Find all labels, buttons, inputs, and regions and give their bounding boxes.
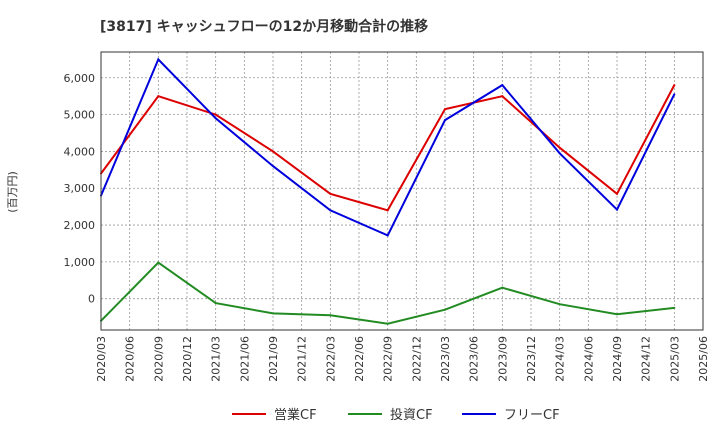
- x-tick-label: 2021/03: [210, 336, 223, 382]
- data-point: [157, 261, 160, 264]
- grid-lines: [100, 52, 704, 330]
- data-point: [444, 119, 446, 122]
- data-point: [558, 146, 561, 149]
- data-point: [386, 234, 389, 237]
- legend-label: 投資CF: [390, 407, 433, 423]
- x-tick-label: 2023/12: [525, 336, 538, 382]
- data-point: [444, 108, 446, 111]
- x-tick-label: 2022/09: [382, 336, 395, 382]
- y-tick-label: 3,000: [64, 182, 96, 195]
- x-tick-label: 2021/12: [296, 336, 309, 382]
- x-tick-label: 2024/12: [640, 336, 653, 382]
- data-point: [558, 152, 561, 155]
- data-point: [558, 303, 561, 306]
- data-point: [501, 286, 504, 289]
- x-tick-label: 2021/06: [238, 336, 251, 382]
- data-point: [673, 306, 676, 309]
- y-tick-label: 0: [88, 293, 95, 306]
- y-axis-ticks: 0 1,000 2,000 3,000 4,000 5,000 6,000: [64, 72, 96, 306]
- legend-label: 営業CF: [274, 407, 317, 423]
- data-point: [272, 312, 274, 315]
- data-point: [157, 58, 160, 61]
- data-point: [329, 209, 332, 212]
- data-point: [673, 84, 676, 87]
- y-axis-label: (百万円): [6, 171, 19, 213]
- data-point: [329, 192, 332, 195]
- x-tick-label: 2023/06: [468, 336, 481, 382]
- x-axis-ticks: 2020/03 2020/06 2020/09 2020/12 2021/03 2021/…: [95, 336, 710, 382]
- data-point: [272, 150, 274, 153]
- x-tick-label: 2020/09: [152, 336, 165, 382]
- data-point: [272, 165, 274, 168]
- data-point: [616, 208, 618, 211]
- legend-label: フリーCF: [504, 408, 560, 423]
- data-point: [444, 308, 446, 311]
- x-tick-label: 2025/06: [697, 336, 710, 382]
- plot-area: [101, 52, 703, 330]
- y-tick-label: 5,000: [64, 109, 96, 122]
- data-point: [616, 313, 618, 316]
- x-tick-label: 2020/03: [95, 336, 108, 382]
- y-tick-label: 4,000: [64, 145, 96, 158]
- x-tick-label: 2023/09: [496, 336, 509, 382]
- legend: 営業CF 投資CF フリーCF: [232, 407, 560, 423]
- x-tick-label: 2022/03: [324, 336, 337, 382]
- data-point: [501, 95, 504, 98]
- x-tick-label: 2025/03: [668, 336, 681, 382]
- data-point: [214, 302, 217, 305]
- data-point: [673, 93, 676, 96]
- data-point: [214, 117, 217, 120]
- series-lines: [100, 57, 676, 325]
- plot-frame: [100, 51, 704, 331]
- x-tick-label: 2022/12: [410, 336, 423, 382]
- x-tick-label: 2021/09: [267, 336, 280, 382]
- x-tick-label: 2024/09: [611, 336, 624, 382]
- x-tick-label: 2020/12: [181, 336, 194, 382]
- data-point: [329, 314, 332, 317]
- data-point: [214, 113, 217, 116]
- data-point: [386, 322, 389, 325]
- x-tick-label: 2024/06: [582, 336, 595, 382]
- y-tick-label: 2,000: [64, 219, 96, 232]
- x-tick-label: 2020/06: [124, 336, 137, 382]
- x-tick-label: 2022/06: [353, 336, 366, 382]
- y-tick-label: 1,000: [64, 256, 96, 269]
- y-tick-label: 6,000: [64, 72, 96, 85]
- chart-title: [3817] キャッシュフローの12か月移動合計の推移: [100, 18, 428, 35]
- x-tick-label: 2023/03: [439, 336, 452, 382]
- data-point: [616, 192, 618, 195]
- x-tick-label: 2024/03: [554, 336, 567, 382]
- data-point: [157, 95, 160, 98]
- data-point: [501, 84, 504, 87]
- data-point: [386, 209, 389, 212]
